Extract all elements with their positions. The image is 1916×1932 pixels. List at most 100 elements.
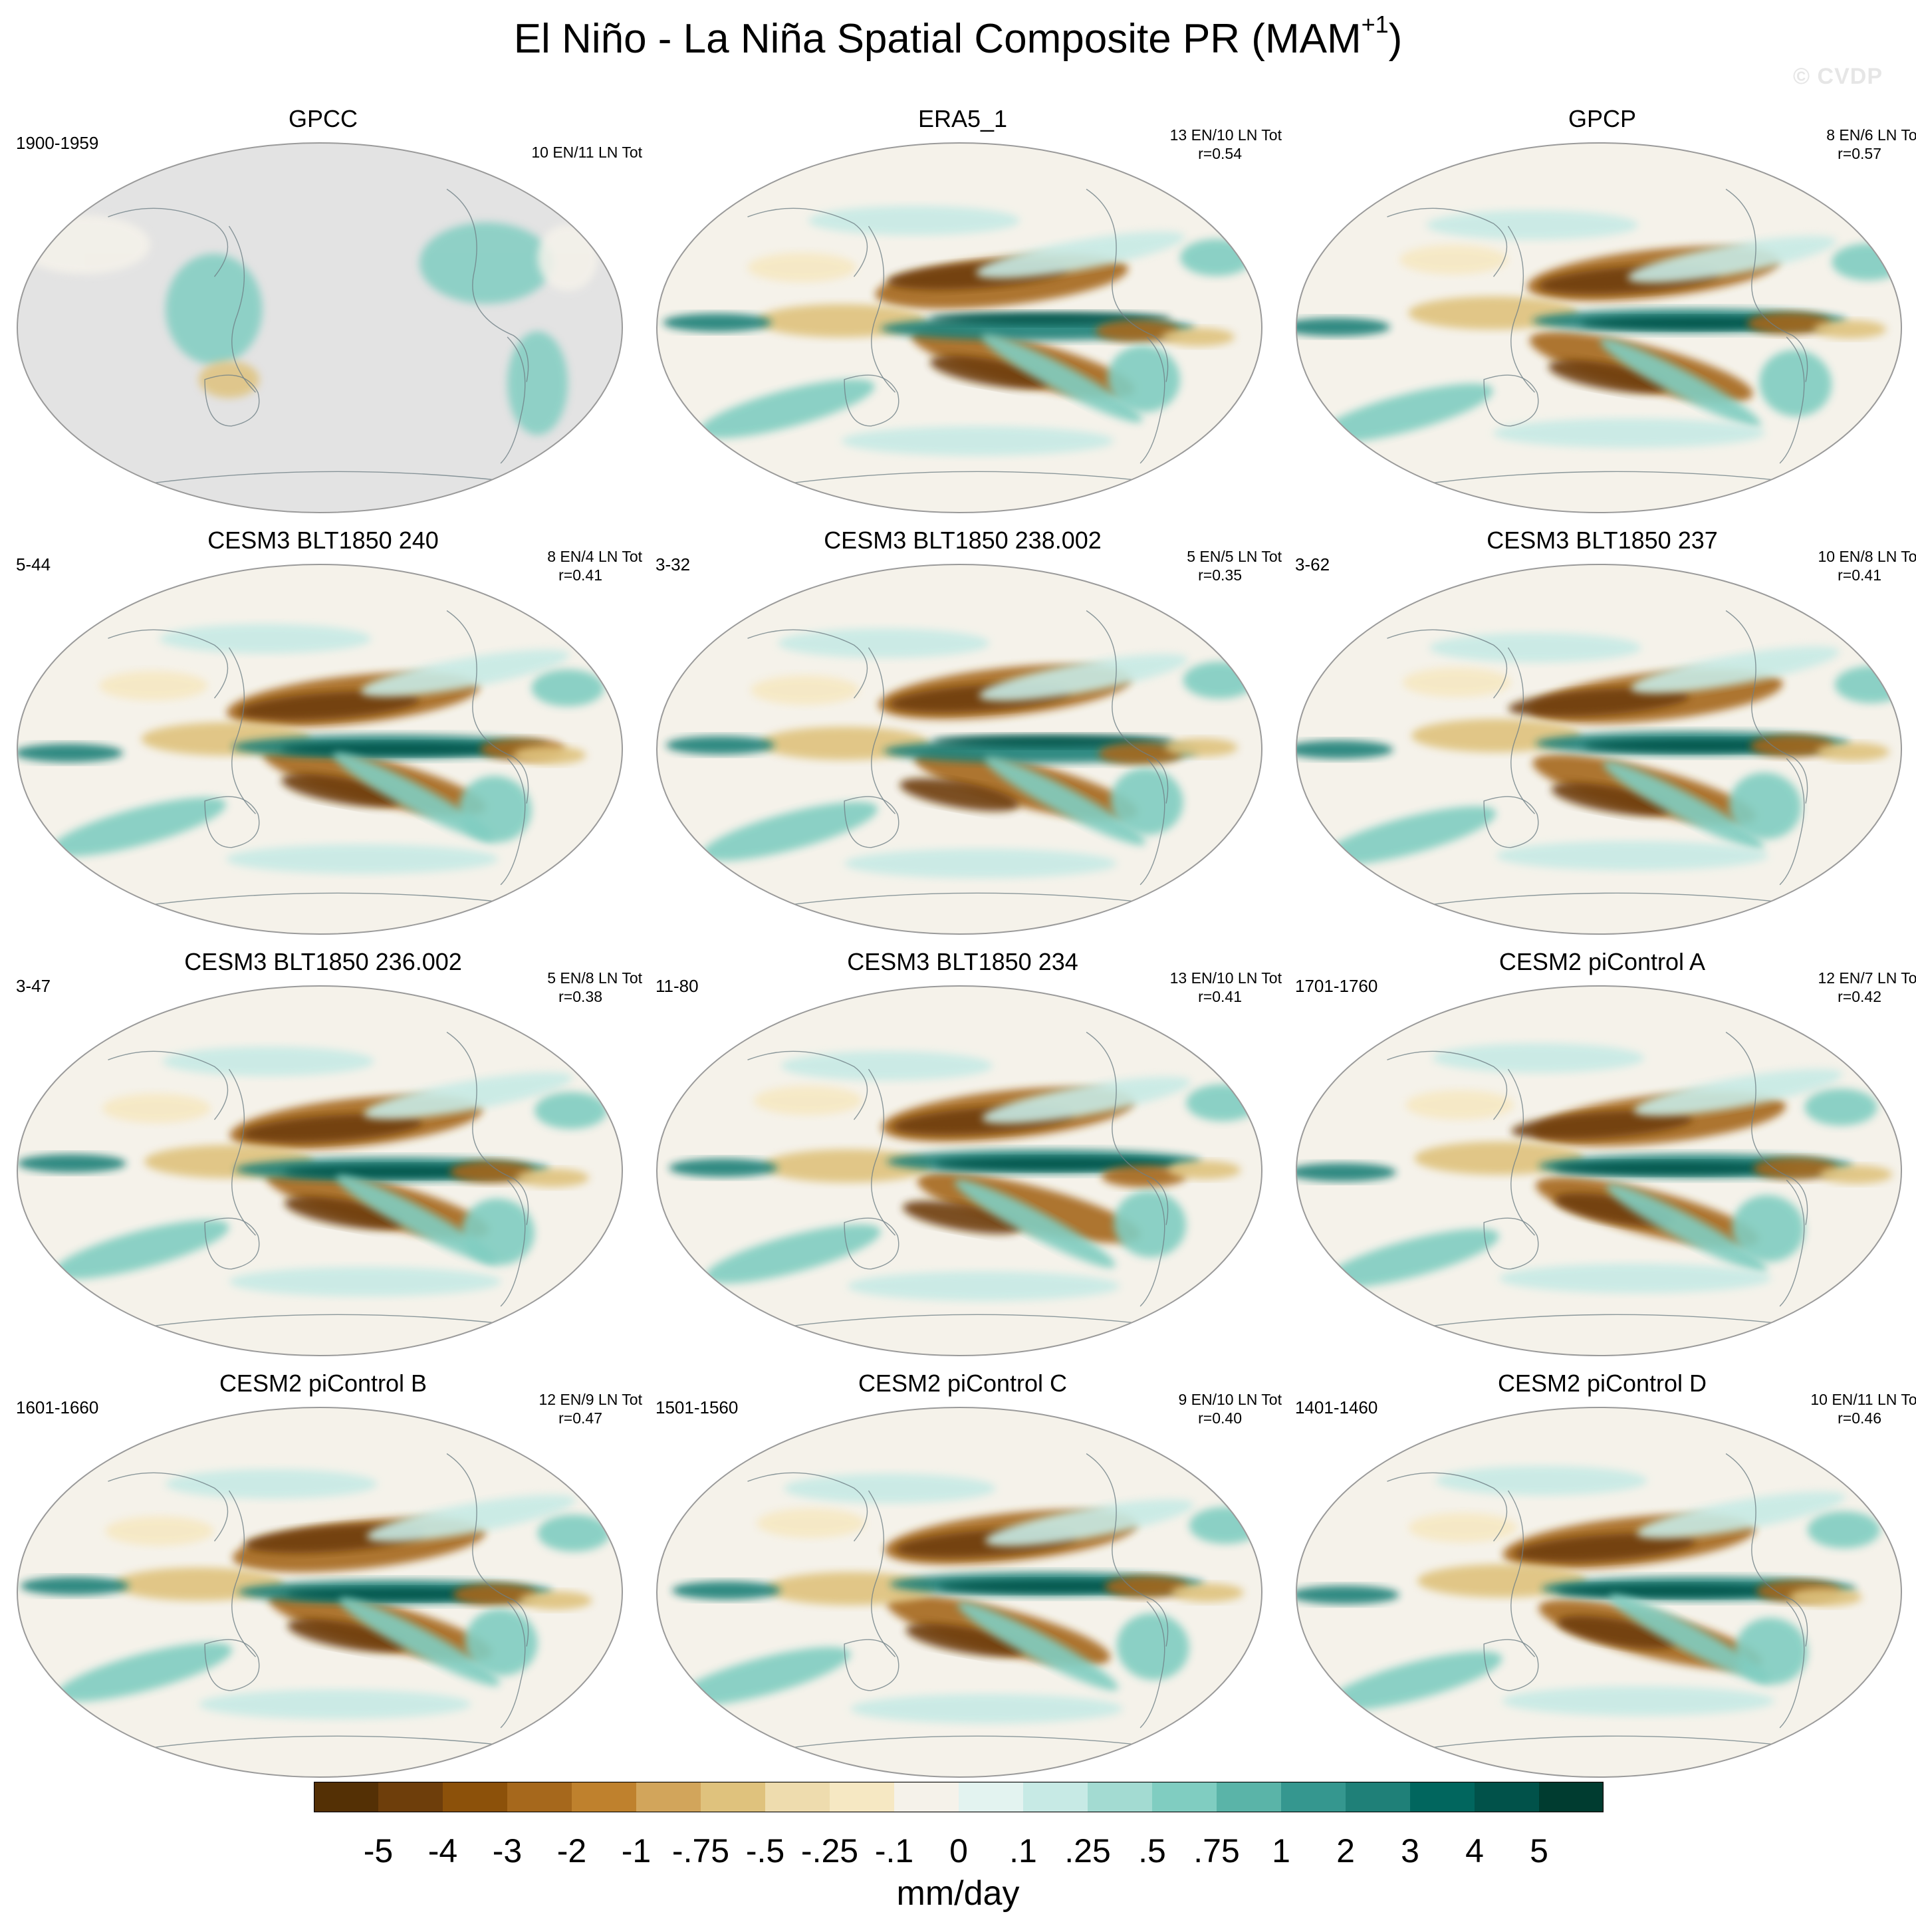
coastline bbox=[1417, 1735, 1817, 1750]
panel-title: CESM2 piControl D bbox=[1497, 1370, 1707, 1397]
coastline bbox=[446, 1453, 529, 1647]
wet-anomaly-blob bbox=[1296, 1163, 1397, 1182]
dry-anomaly-blob bbox=[747, 253, 857, 283]
dry-anomaly-blob bbox=[449, 1160, 535, 1183]
wet-anomaly-blob bbox=[702, 802, 878, 861]
panel-pattern-correlation: r=0.35 bbox=[1198, 566, 1242, 584]
wet-anomaly-blob bbox=[1296, 317, 1391, 336]
wet-anomaly-blob bbox=[780, 1050, 993, 1081]
coastline bbox=[1417, 471, 1817, 485]
colorbar-tick-label: 1 bbox=[1272, 1832, 1290, 1870]
panel-period: 11-80 bbox=[656, 976, 699, 996]
dry-anomaly-blob bbox=[1548, 360, 1668, 394]
coastline bbox=[204, 374, 260, 427]
field-layer bbox=[1296, 986, 1901, 1356]
wet-anomaly-blob bbox=[957, 1602, 1119, 1691]
wet-anomaly-blob bbox=[1804, 1088, 1877, 1126]
colorbar-tick-label: .5 bbox=[1138, 1832, 1166, 1870]
map-panel: CESM2 piControl C 1501-1560 9 EN/10 LN Tot… bbox=[644, 1370, 1282, 1788]
panel-pattern-correlation: r=0.41 bbox=[1198, 988, 1242, 1005]
coastline bbox=[108, 629, 229, 699]
coastline bbox=[500, 758, 526, 886]
wet-anomaly-blob bbox=[1759, 350, 1832, 417]
map-outline bbox=[656, 142, 1262, 513]
colorbar-tick-label: 4 bbox=[1465, 1832, 1484, 1870]
coastline bbox=[1483, 374, 1539, 427]
coastline bbox=[1417, 892, 1817, 907]
coastline bbox=[1779, 336, 1805, 464]
wet-anomaly-blob bbox=[808, 205, 1020, 235]
coastline bbox=[777, 1314, 1177, 1328]
coastline bbox=[1725, 610, 1808, 804]
robinson-map bbox=[17, 985, 623, 1356]
wet-anomaly-blob bbox=[1606, 1183, 1767, 1272]
map-outline bbox=[17, 564, 623, 935]
wet-anomaly-blob bbox=[1496, 840, 1768, 871]
field-layer bbox=[657, 564, 1262, 934]
wet-anomaly-blob bbox=[531, 669, 604, 707]
dry-anomaly-blob bbox=[753, 1086, 863, 1116]
map-panel: CESM3 BLT1850 234 11-80 13 EN/10 LN Tot r=0… bbox=[644, 948, 1282, 1367]
colorbar-swatch bbox=[1152, 1782, 1217, 1812]
coastline bbox=[228, 225, 256, 393]
wet-anomaly-blob bbox=[1502, 1686, 1774, 1716]
wet-anomaly-blob bbox=[1807, 1511, 1881, 1548]
panel-pattern-correlation: r=0.54 bbox=[1198, 145, 1242, 162]
figure-title-main: El Niño - La Niña Spatial Composite PR (… bbox=[513, 16, 1362, 62]
coastline bbox=[138, 1314, 538, 1328]
wet-anomaly-blob bbox=[1320, 806, 1497, 866]
map-panel: CESM2 piControl B 1601-1660 12 EN/9 LN Tot… bbox=[4, 1370, 642, 1788]
robinson-map bbox=[656, 142, 1262, 513]
coastline bbox=[1779, 1601, 1805, 1729]
coastline bbox=[500, 1601, 526, 1729]
wet-anomaly-blob bbox=[159, 624, 372, 654]
wet-anomaly-blob bbox=[663, 313, 772, 332]
dry-anomaly-blob bbox=[1161, 328, 1235, 346]
dry-anomaly-blob bbox=[1405, 1090, 1514, 1120]
panel-period: 3-32 bbox=[656, 554, 691, 574]
robinson-map bbox=[1296, 142, 1902, 513]
map-outline bbox=[17, 142, 623, 513]
dry-anomaly-blob bbox=[1551, 783, 1671, 816]
wet-anomaly-blob bbox=[671, 1581, 781, 1600]
colorbar-swatch bbox=[572, 1782, 637, 1812]
coastline bbox=[1483, 1217, 1539, 1270]
coastline bbox=[868, 1068, 896, 1236]
map-panel: CESM2 piControl D 1401-1460 10 EN/11 LN To… bbox=[1283, 1370, 1916, 1788]
wet-anomaly-blob bbox=[1553, 1161, 1796, 1175]
coastline bbox=[204, 796, 260, 848]
field-layer bbox=[17, 564, 622, 934]
colorbar-tick-label: 0 bbox=[949, 1832, 968, 1870]
wet-anomaly-blob bbox=[17, 743, 124, 763]
panel-period: 1401-1460 bbox=[1295, 1397, 1378, 1417]
colorbar-swatch bbox=[894, 1782, 959, 1812]
coastline bbox=[747, 1050, 868, 1120]
coastline bbox=[747, 207, 868, 277]
wet-anomaly-blob bbox=[1180, 239, 1253, 277]
field-layer bbox=[1296, 143, 1901, 513]
wet-anomaly-blob bbox=[841, 425, 1114, 456]
dry-anomaly-blob bbox=[1508, 687, 1690, 717]
wet-anomaly-blob bbox=[1498, 1263, 1772, 1294]
colorbar-swatch bbox=[1023, 1782, 1088, 1812]
colorbar-tick-label: -3 bbox=[492, 1832, 523, 1870]
wet-anomaly-blob bbox=[1603, 761, 1764, 850]
wet-anomaly-blob bbox=[1493, 418, 1766, 448]
colorbar-swatch bbox=[1088, 1782, 1153, 1812]
coastline bbox=[1086, 188, 1169, 382]
coastline bbox=[1507, 1068, 1535, 1236]
map-outline bbox=[1296, 985, 1902, 1356]
panel-pattern-correlation: r=0.38 bbox=[558, 988, 602, 1005]
panel-pattern-correlation: r=0.41 bbox=[558, 566, 602, 584]
coastline bbox=[138, 1735, 538, 1750]
coastline bbox=[1139, 1179, 1165, 1307]
panel-title: CESM2 piControl A bbox=[1498, 948, 1706, 975]
wet-anomaly-blob bbox=[1832, 243, 1901, 281]
dry-anomaly-blob bbox=[1820, 1165, 1893, 1184]
dry-anomaly-blob bbox=[519, 1591, 592, 1610]
map-outline bbox=[1296, 564, 1902, 935]
wet-anomaly-blob bbox=[784, 1473, 996, 1504]
coastline bbox=[1387, 1050, 1508, 1120]
panel-event-counts: 13 EN/10 LN Tot bbox=[1169, 126, 1282, 144]
wet-anomaly-blob bbox=[1110, 768, 1183, 835]
